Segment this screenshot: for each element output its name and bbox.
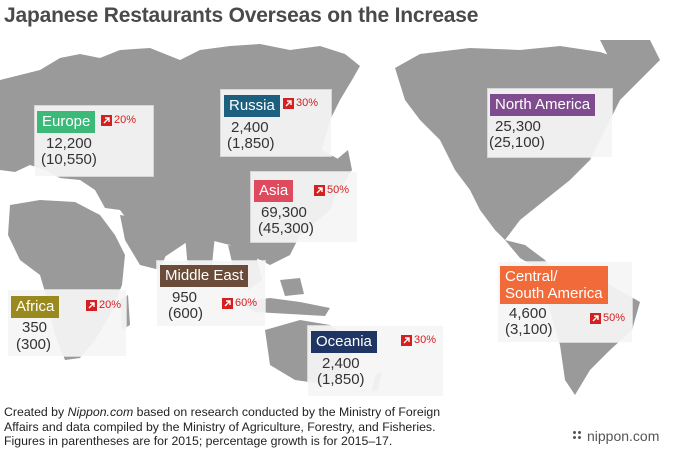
region-label-oceania: Oceania <box>311 331 377 353</box>
prev-count-asia: (45,300) <box>258 220 314 237</box>
region-label-europe: Europe <box>37 111 96 133</box>
prev-count-europe: (10,550) <box>41 151 97 168</box>
region-label-middle-east: Middle East <box>160 265 249 287</box>
region-label-africa: Africa <box>11 296 60 318</box>
growth-value: 50% <box>327 184 350 196</box>
growth-oceania: 30% <box>401 334 436 346</box>
count-europe: 12,200 <box>46 135 92 152</box>
logo-text: nippon.com <box>587 428 660 444</box>
logo-dots-icon <box>573 431 583 441</box>
count-central-south-america: 4,600 <box>509 305 547 322</box>
count-africa: 350 <box>22 319 48 336</box>
arrow-up-right-icon <box>401 334 412 346</box>
region-label-line2: South America <box>505 285 603 302</box>
source-text: Created by <box>4 405 68 419</box>
count-north-america: 25,300 <box>495 118 541 135</box>
arrow-up-right-icon <box>590 312 601 324</box>
source-line-2: Affairs and data compiled by the Ministr… <box>4 419 436 434</box>
region-label-line1: Central/ <box>505 268 558 285</box>
growth-asia: 50% <box>314 184 349 196</box>
arrow-up-right-icon <box>101 114 112 126</box>
page-title: Japanese Restaurants Overseas on the Inc… <box>4 4 479 27</box>
count-middle-east: 950 <box>172 289 198 306</box>
count-oceania: 2,400 <box>322 355 360 372</box>
growth-value: 50% <box>603 312 626 324</box>
region-label-central-south-america: Central/ South America <box>500 266 608 304</box>
prev-count-oceania: (1,850) <box>317 371 365 388</box>
source-text: based on research conducted by the Minis… <box>133 405 441 419</box>
growth-value: 30% <box>296 97 319 109</box>
growth-central-south-america: 50% <box>590 312 625 324</box>
growth-russia: 30% <box>283 97 318 109</box>
prev-count-middle-east: (600) <box>168 305 204 322</box>
arrow-up-right-icon <box>86 299 97 311</box>
growth-value: 20% <box>114 114 137 126</box>
growth-value: 30% <box>414 334 437 346</box>
source-line-1: Created by Nippon.com based on research … <box>4 405 524 420</box>
growth-value: 20% <box>99 299 122 311</box>
region-label-asia: Asia <box>254 180 294 202</box>
arrow-up-right-icon <box>314 184 325 196</box>
prev-count-north-america: (25,100) <box>489 134 545 151</box>
prev-count-russia: (1,850) <box>227 135 275 152</box>
source-brand: Nippon.com <box>67 405 134 419</box>
count-russia: 2,400 <box>231 119 269 136</box>
arrow-up-right-icon <box>222 297 233 309</box>
source-note: Created by Nippon.com based on research … <box>4 405 524 449</box>
prev-count-central-south-america: (3,100) <box>505 321 553 338</box>
region-label-russia: Russia <box>224 95 280 117</box>
growth-europe: 20% <box>101 114 136 126</box>
arrow-up-right-icon <box>283 97 294 109</box>
growth-middle-east: 60% <box>222 297 257 309</box>
region-label-north-america: North America <box>490 94 596 116</box>
source-line-3: Figures in parentheses are for 2015; per… <box>4 434 393 448</box>
count-asia: 69,300 <box>261 204 307 221</box>
growth-value: 60% <box>235 297 258 309</box>
prev-count-africa: (300) <box>16 336 52 353</box>
nippon-logo: nippon.com <box>573 428 659 444</box>
growth-africa: 20% <box>86 299 121 311</box>
